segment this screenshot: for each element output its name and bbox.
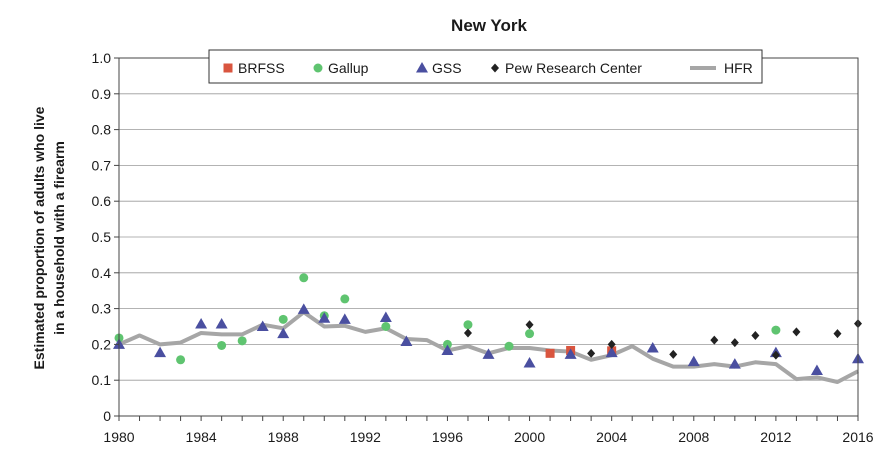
y-tick-label: 0.1 xyxy=(92,372,112,388)
legend-gss-swatch xyxy=(416,62,428,73)
legend-gallup-label: Gallup xyxy=(328,60,369,76)
legend-gallup-swatch xyxy=(313,63,323,73)
x-tick-label: 1980 xyxy=(103,429,134,445)
x-tick-label: 2004 xyxy=(596,429,627,445)
y-tick-label: 0 xyxy=(103,408,111,424)
x-tick-label: 2000 xyxy=(514,429,545,445)
y-tick-label: 0.8 xyxy=(92,122,112,138)
gallup-point xyxy=(237,336,247,346)
legend-brfss-label: BRFSS xyxy=(238,60,285,76)
pew-research-center-point xyxy=(833,329,842,339)
x-tick-label: 1988 xyxy=(268,429,299,445)
legend-brfss-swatch xyxy=(223,63,233,73)
gss-point xyxy=(154,346,167,358)
gallup-point xyxy=(525,329,535,339)
x-tick-label: 2008 xyxy=(678,429,709,445)
gallup-point xyxy=(442,339,452,349)
pew-research-center-point xyxy=(607,339,616,349)
gallup-point xyxy=(217,340,227,350)
gss-point xyxy=(646,341,659,353)
x-tick-label: 1996 xyxy=(432,429,463,445)
pew-research-center-point xyxy=(525,320,534,330)
x-tick-label: 1992 xyxy=(350,429,381,445)
pew-research-center-point xyxy=(751,330,760,340)
gss-point xyxy=(482,348,495,359)
y-axis-label: Estimated proportion of adults who live … xyxy=(31,106,67,369)
legend-pew-research-center-label: Pew Research Center xyxy=(505,60,642,76)
gallup-point xyxy=(381,322,391,331)
legend-pew-research-center-swatch xyxy=(491,63,499,73)
gss-point xyxy=(687,355,700,367)
y-axis-label-line-2: in a household with a firearm xyxy=(51,141,67,335)
legend-hfr-label: HFR xyxy=(724,60,753,76)
hfr-line xyxy=(118,310,859,384)
gss-point xyxy=(810,364,823,376)
pew-research-center-point xyxy=(710,335,719,345)
y-tick-label: 1.0 xyxy=(92,50,112,66)
pew-research-center-point xyxy=(771,350,780,360)
pew-research-center-point xyxy=(587,348,596,358)
legend-box xyxy=(208,49,763,84)
pew-research-center-point xyxy=(792,327,801,337)
brfss-point xyxy=(545,348,555,358)
gss-point xyxy=(318,312,331,323)
x-tick-label: 2012 xyxy=(760,429,791,445)
gss-point xyxy=(564,348,577,359)
gallup-point xyxy=(504,341,514,351)
x-tick-label: 2016 xyxy=(842,429,873,445)
legend: BRFSS Gallup GSS Pew Research Center HFR xyxy=(208,49,763,84)
gallup-point xyxy=(176,355,186,365)
gss-point xyxy=(338,313,351,324)
gallup-point xyxy=(299,273,309,283)
gss-point xyxy=(605,346,618,358)
gss-point xyxy=(728,358,741,369)
gss-point xyxy=(195,317,208,329)
y-tick-label: 0.7 xyxy=(92,157,112,173)
y-tick-label: 0.2 xyxy=(92,336,112,352)
x-tick-label: 1984 xyxy=(186,429,217,445)
gss-point xyxy=(297,303,310,314)
pew-research-center-point xyxy=(730,338,739,348)
gridlines xyxy=(119,57,858,381)
chart-title: New York xyxy=(451,16,527,35)
gallup-point xyxy=(340,294,350,304)
y-tick-label: 0.6 xyxy=(92,193,112,209)
gss-point xyxy=(215,317,228,329)
gss-point xyxy=(277,327,290,339)
gallup-point xyxy=(278,314,288,324)
y-tick-label: 0.3 xyxy=(92,301,112,317)
gss-point xyxy=(523,357,536,368)
pew-research-center-point xyxy=(463,328,472,338)
gss-point xyxy=(379,311,392,323)
axis-ticks: 0 0.1 0.2 0.3 0.4 0.5 0.6 0.7 0.8 0.9 1.0 1980 1984 1… xyxy=(92,50,874,445)
y-tick-label: 0.5 xyxy=(92,229,112,245)
y-axis-label-line-1: Estimated proportion of adults who live xyxy=(31,106,47,369)
data-markers xyxy=(113,273,864,376)
gss-point xyxy=(400,335,413,347)
gallup-point xyxy=(771,325,781,335)
hfr-series xyxy=(118,310,859,384)
y-tick-label: 0.9 xyxy=(92,86,112,102)
legend-gss-label: GSS xyxy=(432,60,462,76)
y-tick-label: 0.4 xyxy=(92,265,112,281)
gss-point xyxy=(441,344,454,355)
gss-point xyxy=(256,320,269,331)
gallup-point xyxy=(463,320,473,330)
pew-research-center-point xyxy=(669,349,678,359)
